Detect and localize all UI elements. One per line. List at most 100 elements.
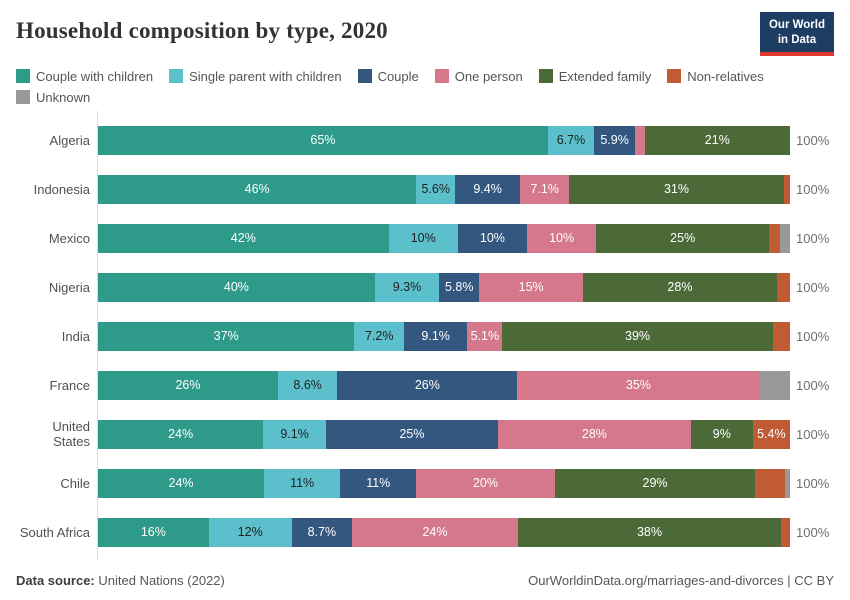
segment-value-label: 25%	[399, 427, 425, 442]
segment-value-label: 8.6%	[293, 378, 322, 393]
chart-row-algeria: Algeria 65% 6.7% 5.9% 21% 100%	[16, 116, 834, 165]
bar-segment-couple-with-children[interactable]: 40%	[98, 272, 375, 302]
bar-segment-single-parent-with-children[interactable]: 10%	[388, 223, 458, 253]
total-label: 100%	[796, 328, 830, 344]
segment-value-label: 25%	[670, 231, 696, 246]
bar-segment-couple-with-children[interactable]: 37%	[98, 321, 355, 351]
segment-value-label: 9.3%	[392, 280, 422, 295]
legend-item-extended-family[interactable]: Extended family	[538, 69, 651, 84]
bar-segment-unknown[interactable]	[785, 468, 790, 498]
bar-segment-couple-with-children[interactable]: 16%	[98, 517, 209, 547]
legend-item-couple[interactable]: Couple	[357, 69, 419, 84]
page-title: Household composition by type, 2020	[16, 18, 388, 43]
bar-segment-non-relatives[interactable]	[772, 321, 790, 351]
segment-value-label: 5.6%	[421, 182, 450, 197]
segment-value-label: 26%	[175, 378, 201, 393]
bar-track: 40% 9.3% 5.8% 15% 28%	[98, 272, 790, 302]
chart-row-united-states: United States 24% 9.1% 25% 28% 9% 5.4% 100%	[16, 410, 834, 459]
bar-segment-one-person[interactable]: 7.1%	[520, 174, 570, 204]
legend-label: Non-relatives	[687, 68, 764, 84]
bar-segment-one-person[interactable]: 5.1%	[467, 321, 503, 351]
bar-segment-couple-with-children[interactable]: 42%	[98, 223, 389, 253]
bar-segment-non-relatives[interactable]	[769, 223, 780, 253]
bar-segment-one-person[interactable]: 20%	[416, 468, 555, 498]
bar-segment-couple[interactable]: 11%	[340, 468, 417, 498]
segment-value-label: 11%	[290, 476, 315, 491]
bar-segment-non-relatives[interactable]: 5.4%	[752, 419, 790, 449]
segment-value-label: 40%	[223, 280, 249, 295]
bar-segment-single-parent-with-children[interactable]: 11%	[264, 468, 341, 498]
bar-segment-single-parent-with-children[interactable]: 9.1%	[263, 419, 326, 449]
bar-segment-couple[interactable]: 5.9%	[594, 125, 635, 155]
segment-value-label: 42%	[230, 231, 256, 246]
segment-value-label: 16%	[140, 525, 166, 540]
country-label: United States	[52, 419, 90, 450]
bar-segment-extended-family[interactable]: 21%	[644, 125, 790, 155]
chart-row-france: France 26% 8.6% 26% 35% 100%	[16, 361, 834, 410]
country-label: France	[49, 377, 90, 393]
legend-swatch-non-relatives	[667, 69, 682, 84]
bar-segment-one-person[interactable]: 35%	[517, 370, 760, 400]
bar-segment-single-parent-with-children[interactable]: 12%	[208, 517, 292, 547]
bar-segment-couple[interactable]: 9.4%	[455, 174, 521, 204]
bar-segment-couple[interactable]: 25%	[325, 419, 499, 449]
bar-segment-extended-family[interactable]: 25%	[596, 223, 770, 253]
bar-segment-unknown[interactable]	[779, 223, 790, 253]
total-label: 100%	[796, 279, 830, 295]
bar-segment-couple-with-children[interactable]: 26%	[98, 370, 278, 400]
bar-track: 24% 11% 11% 20% 29%	[98, 468, 790, 498]
bar-segment-extended-family[interactable]: 29%	[554, 468, 756, 498]
bar-segment-one-person[interactable]: 28%	[498, 419, 691, 449]
bar-segment-one-person[interactable]: 24%	[351, 517, 519, 547]
bar-segment-couple-with-children[interactable]: 24%	[98, 419, 264, 449]
segment-value-label: 28%	[581, 427, 607, 442]
bar-segment-couple[interactable]: 9.1%	[404, 321, 468, 351]
bar-segment-extended-family[interactable]: 39%	[502, 321, 773, 351]
bar-track: 16% 12% 8.7% 24% 38%	[98, 517, 790, 547]
bar-segment-one-person[interactable]: 15%	[479, 272, 584, 302]
bar-track: 42% 10% 10% 10% 25%	[98, 223, 790, 253]
bar-segment-single-parent-with-children[interactable]: 8.6%	[277, 370, 338, 400]
segment-value-label: 20%	[472, 476, 498, 491]
bar-track: 26% 8.6% 26% 35%	[98, 370, 790, 400]
total-label: 100%	[796, 426, 830, 442]
bar-segment-non-relatives[interactable]	[783, 174, 790, 204]
bar-segment-single-parent-with-children[interactable]: 9.3%	[374, 272, 440, 302]
segment-value-label: 10%	[410, 231, 436, 246]
bar-segment-one-person[interactable]	[634, 125, 645, 155]
bar-segment-couple-with-children[interactable]: 46%	[98, 174, 417, 204]
bar-segment-extended-family[interactable]: 31%	[569, 174, 784, 204]
chart: Algeria 65% 6.7% 5.9% 21% 100% Indonesia 46% 5.6…	[16, 110, 834, 560]
bar-segment-unknown[interactable]	[759, 370, 790, 400]
bar-segment-non-relatives[interactable]	[776, 272, 790, 302]
chart-row-india: India 37% 7.2% 9.1% 5.1% 39% 100%	[16, 312, 834, 361]
bar-segment-extended-family[interactable]: 28%	[583, 272, 777, 302]
segment-value-label: 65%	[310, 133, 336, 148]
bar-segment-single-parent-with-children[interactable]: 7.2%	[354, 321, 405, 351]
bar-segment-couple[interactable]: 10%	[457, 223, 527, 253]
bar-segment-single-parent-with-children[interactable]: 5.6%	[416, 174, 456, 204]
segment-value-label: 37%	[213, 329, 239, 344]
bar-segment-one-person[interactable]: 10%	[527, 223, 597, 253]
bar-segment-couple[interactable]: 5.8%	[439, 272, 480, 302]
legend-item-unknown[interactable]: Unknown	[16, 90, 90, 105]
segment-value-label: 9.1%	[421, 329, 450, 344]
bar-segment-couple-with-children[interactable]: 65%	[98, 125, 548, 155]
bar-segment-couple[interactable]: 26%	[337, 370, 518, 400]
segment-value-label: 9.1%	[280, 427, 309, 442]
segment-value-label: 5.4%	[757, 427, 786, 442]
bar-segment-couple[interactable]: 8.7%	[291, 517, 352, 547]
legend-item-one-person[interactable]: One person	[434, 69, 523, 84]
footer-link[interactable]: OurWorldinData.org/marriages-and-divorce…	[528, 572, 834, 588]
bar-segment-extended-family[interactable]: 38%	[518, 517, 781, 547]
chart-row-chile: Chile 24% 11% 11% 20% 29% 100%	[16, 459, 834, 508]
bar-segment-single-parent-with-children[interactable]: 6.7%	[547, 125, 595, 155]
bar-segment-non-relatives[interactable]	[780, 517, 790, 547]
bar-segment-extended-family[interactable]: 9%	[690, 419, 753, 449]
legend-item-single-parent-with-children[interactable]: Single parent with children	[169, 69, 342, 84]
legend-item-non-relatives[interactable]: Non-relatives	[667, 69, 764, 84]
owid-logo[interactable]: Our World in Data	[759, 12, 834, 56]
bar-segment-non-relatives[interactable]	[755, 468, 786, 498]
bar-segment-couple-with-children[interactable]: 24%	[98, 468, 265, 498]
legend-item-couple-with-children[interactable]: Couple with children	[16, 69, 153, 84]
